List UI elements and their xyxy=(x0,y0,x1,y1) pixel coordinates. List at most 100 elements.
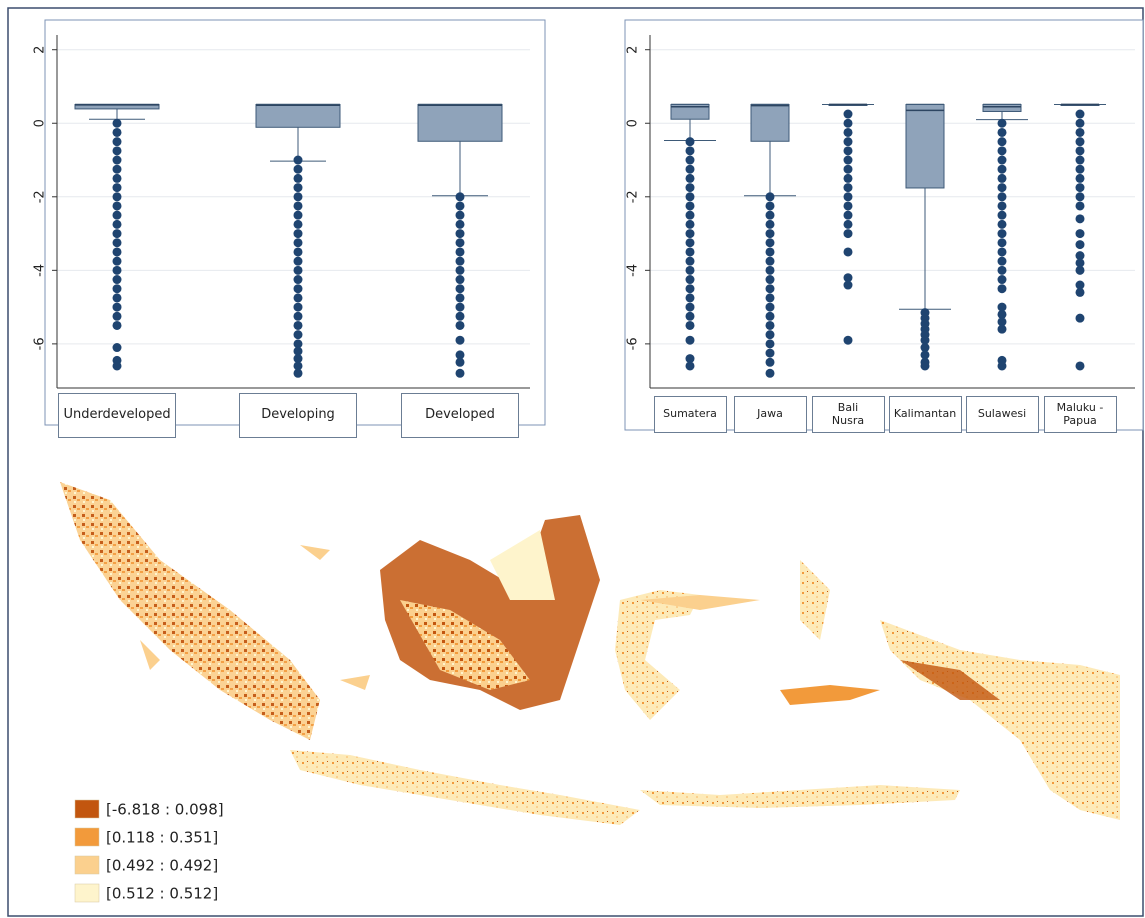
outlier xyxy=(765,201,775,211)
outlier xyxy=(997,173,1007,183)
island xyxy=(800,560,830,640)
map-legend: [-6.818 : 0.098] [0.118 : 0.351] [0.492 : … xyxy=(74,799,224,903)
outlier xyxy=(1075,183,1085,193)
outlier xyxy=(455,335,465,345)
outlier xyxy=(685,247,695,257)
figure-border xyxy=(7,7,1144,917)
outlier xyxy=(997,210,1007,220)
outlier xyxy=(997,238,1007,248)
outlier xyxy=(112,118,122,128)
island xyxy=(60,482,320,740)
outlier xyxy=(455,368,465,378)
outlier xyxy=(997,219,1007,229)
legend-label: [-6.818 : 0.098] xyxy=(106,801,224,819)
outlier xyxy=(112,146,122,156)
outlier xyxy=(765,210,775,220)
outlier xyxy=(997,265,1007,275)
outlier xyxy=(685,320,695,330)
outlier xyxy=(112,265,122,275)
outlier xyxy=(765,284,775,294)
outlier xyxy=(112,302,122,312)
outlier xyxy=(455,192,465,202)
outlier xyxy=(843,109,853,119)
outlier xyxy=(293,173,303,183)
legend-swatch xyxy=(74,827,100,847)
outlier xyxy=(455,284,465,294)
y-tick-label: -4 xyxy=(626,264,641,277)
outlier xyxy=(1075,192,1085,202)
outlier xyxy=(112,343,122,353)
outlier xyxy=(843,280,853,290)
outlier xyxy=(293,361,303,371)
outlier xyxy=(293,192,303,202)
outlier xyxy=(1075,313,1085,323)
outlier xyxy=(997,155,1007,165)
outlier xyxy=(685,238,695,248)
outlier xyxy=(1075,109,1085,119)
outlier xyxy=(112,275,122,285)
plot-area xyxy=(57,35,530,388)
outlier xyxy=(455,265,465,275)
x-category-label: Maluku - Papua xyxy=(1043,396,1117,433)
outlier xyxy=(293,346,303,356)
outlier xyxy=(112,219,122,229)
outlier xyxy=(1075,229,1085,239)
island xyxy=(640,785,960,808)
outlier xyxy=(112,247,122,257)
outlier xyxy=(843,210,853,220)
outlier xyxy=(293,330,303,340)
outlier xyxy=(293,229,303,239)
box xyxy=(982,103,1022,112)
outlier xyxy=(112,137,122,147)
outlier xyxy=(997,361,1007,371)
outlier xyxy=(293,183,303,193)
outlier xyxy=(293,155,303,165)
outlier xyxy=(997,192,1007,202)
outlier xyxy=(843,118,853,128)
box xyxy=(670,103,710,120)
outlier xyxy=(1075,280,1085,290)
outlier xyxy=(112,127,122,137)
outlier xyxy=(997,275,1007,285)
outlier xyxy=(455,320,465,330)
outlier xyxy=(112,229,122,239)
outlier xyxy=(293,275,303,285)
outlier xyxy=(765,320,775,330)
outlier xyxy=(293,302,303,312)
outlier xyxy=(685,284,695,294)
y-tick-label: -4 xyxy=(33,264,48,277)
x-category-label: Kalimantan xyxy=(888,396,962,433)
outlier xyxy=(1075,127,1085,137)
outlier xyxy=(455,302,465,312)
outlier xyxy=(455,229,465,239)
outlier xyxy=(293,320,303,330)
outlier xyxy=(112,238,122,248)
outlier xyxy=(685,265,695,275)
outlier xyxy=(685,164,695,174)
outlier xyxy=(112,256,122,266)
outlier xyxy=(765,219,775,229)
outlier xyxy=(997,118,1007,128)
outlier xyxy=(765,339,775,349)
outlier xyxy=(112,201,122,211)
outlier xyxy=(293,284,303,294)
outlier xyxy=(997,317,1007,327)
island xyxy=(490,530,555,600)
outlier xyxy=(843,146,853,156)
outlier xyxy=(1075,240,1085,250)
outlier xyxy=(1075,214,1085,224)
outlier xyxy=(455,357,465,367)
outlier xyxy=(765,357,775,367)
outlier xyxy=(293,164,303,174)
outlier xyxy=(765,311,775,321)
island xyxy=(900,660,1000,700)
outlier xyxy=(112,210,122,220)
island xyxy=(290,750,640,825)
y-tick-label: 2 xyxy=(33,46,48,54)
outlier xyxy=(920,361,930,371)
outlier xyxy=(997,201,1007,211)
outlier xyxy=(843,155,853,165)
outlier xyxy=(843,164,853,174)
outlier xyxy=(455,247,465,257)
